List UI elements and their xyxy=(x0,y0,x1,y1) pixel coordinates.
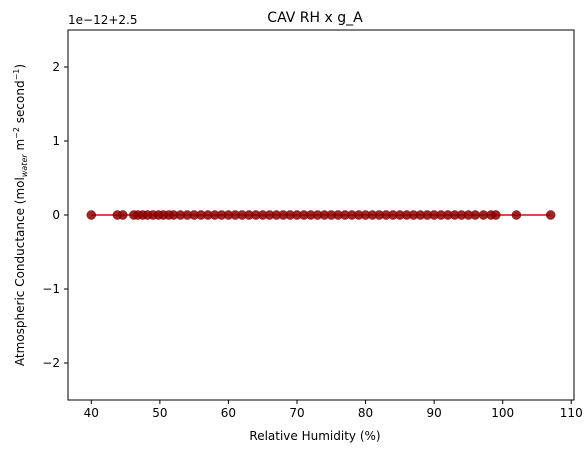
y-tick-label: −2 xyxy=(42,356,60,370)
y-axis-label-unit-second: second xyxy=(13,80,27,127)
y-tick-label: 1 xyxy=(52,134,60,148)
chart-title: CAV RH x g_A xyxy=(267,10,363,26)
data-point xyxy=(470,210,481,220)
y-axis-label-close: ) xyxy=(13,64,27,69)
data-point xyxy=(118,210,128,220)
y-axis-label-superscript-1: −2 xyxy=(12,127,21,139)
y-axis-label-superscript-2: −1 xyxy=(12,69,21,81)
y-axis-label-main: Atmospheric Conductance (mol xyxy=(13,177,27,366)
x-tick-label: 60 xyxy=(221,406,236,420)
y-axis-label-subscript: water xyxy=(20,154,29,178)
x-axis-ticks: 40 50 60 70 80 90 100 110 xyxy=(84,400,583,420)
x-tick-label: 50 xyxy=(152,406,167,420)
y-axis-label-unit-m: m xyxy=(13,139,27,155)
x-tick-label: 80 xyxy=(358,406,373,420)
plot-frame xyxy=(67,29,575,401)
x-tick-label: 110 xyxy=(560,406,583,420)
data-point xyxy=(86,210,97,220)
x-axis-label: Relative Humidity (%) xyxy=(249,429,380,443)
y-axis-offset-label: 1e−12+2.5 xyxy=(68,13,137,27)
plot-area xyxy=(86,210,556,220)
x-tick-label: 70 xyxy=(289,406,304,420)
y-tick-label: 0 xyxy=(52,208,60,222)
x-tick-label: 100 xyxy=(491,406,514,420)
x-tick-label: 90 xyxy=(426,406,441,420)
y-tick-label: −1 xyxy=(42,282,60,296)
y-tick-label: 2 xyxy=(52,60,60,74)
y-axis-label: Atmospheric Conductance (molwater m−2 se… xyxy=(12,64,29,366)
data-point xyxy=(491,210,501,220)
y-axis-ticks: −2 −1 0 1 2 xyxy=(42,60,68,370)
data-point xyxy=(511,210,522,220)
x-tick-label: 40 xyxy=(84,406,99,420)
data-point xyxy=(545,210,556,220)
